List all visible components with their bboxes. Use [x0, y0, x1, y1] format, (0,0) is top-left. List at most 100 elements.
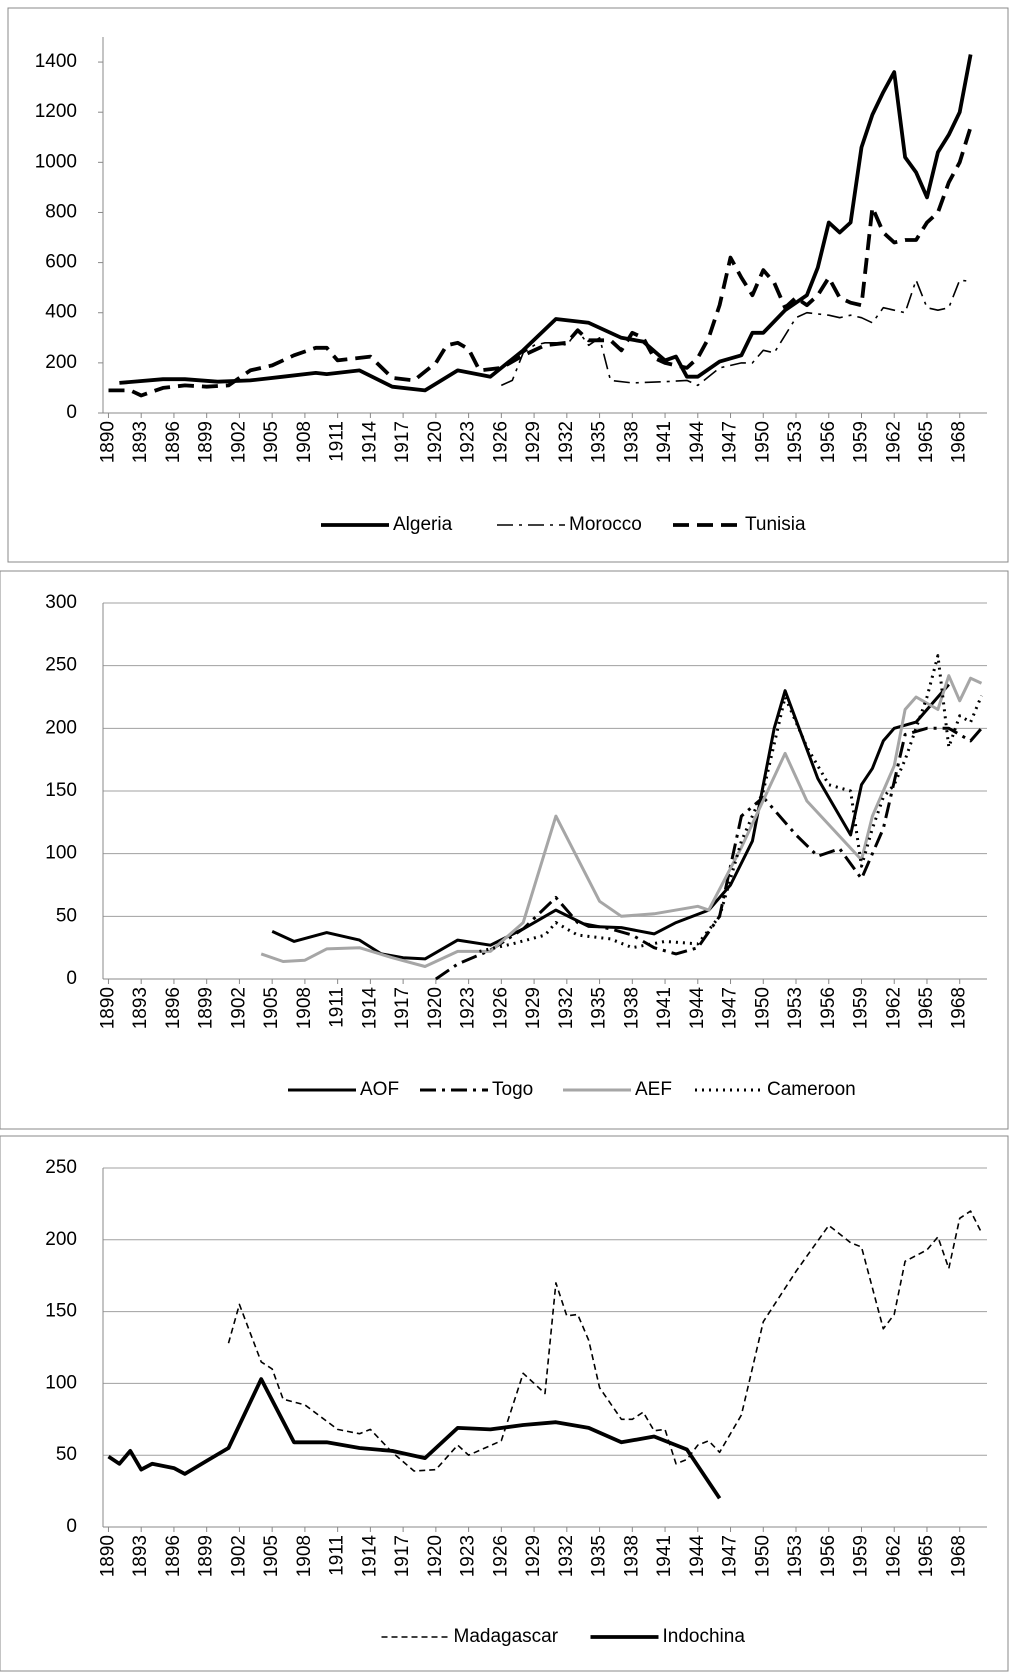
x-tick-label: 1911: [327, 1535, 348, 1576]
legend-label: Madagascar: [454, 1626, 559, 1647]
x-tick-label: 1965: [916, 987, 937, 1029]
x-tick-label: 1890: [97, 421, 118, 463]
x-tick-label: 1890: [97, 1535, 118, 1577]
x-tick-label: 1899: [196, 987, 217, 1029]
y-tick-label: 1400: [35, 51, 77, 72]
x-tick-label: 1908: [294, 1535, 315, 1577]
x-tick-label: 1920: [425, 1535, 446, 1577]
x-tick-label: 1968: [949, 1535, 970, 1577]
x-tick-label: 1947: [720, 421, 741, 463]
x-tick-label: 1938: [621, 987, 642, 1029]
x-tick-label: 1968: [949, 421, 970, 463]
x-tick-label: 1902: [228, 421, 249, 463]
x-tick-label: 1905: [261, 987, 282, 1029]
x-tick-label: 1896: [163, 987, 184, 1029]
series-line: [107, 1377, 722, 1500]
x-tick-label: 1962: [883, 1535, 904, 1577]
x-tick-label: 1908: [294, 421, 315, 463]
x-tick-label: 1896: [163, 1535, 184, 1577]
y-tick-label: 0: [66, 402, 77, 423]
x-tick-label: 1941: [654, 987, 675, 1029]
x-tick-label: 1965: [916, 421, 937, 463]
x-tick-label: 1950: [752, 987, 773, 1029]
y-tick-label: 50: [56, 905, 77, 926]
y-tick-label: 600: [45, 252, 77, 273]
legend-label: Algeria: [393, 514, 453, 535]
x-tick-label: 1947: [720, 1535, 741, 1577]
y-tick-label: 200: [45, 352, 77, 373]
x-tick-label: 1932: [556, 421, 577, 463]
x-tick-label: 1893: [130, 987, 151, 1029]
x-tick-label: 1950: [752, 421, 773, 463]
series-line: [119, 54, 973, 393]
x-tick-label: 1920: [425, 987, 446, 1029]
x-tick-label: 1917: [392, 1535, 413, 1577]
y-tick-label: 250: [45, 655, 77, 676]
legend-label: Togo: [492, 1079, 533, 1100]
x-tick-label: 1959: [851, 1535, 872, 1577]
x-tick-label: 1938: [621, 421, 642, 463]
x-tick-label: 1923: [458, 421, 479, 463]
legend-label: Indochina: [663, 1626, 746, 1647]
x-tick-label: 1929: [523, 987, 544, 1029]
x-tick-label: 1962: [883, 421, 904, 463]
x-tick-label: 1914: [359, 1535, 380, 1578]
x-tick-label: 1956: [818, 421, 839, 463]
series-line: [260, 674, 983, 968]
x-tick-label: 1911: [327, 421, 348, 462]
x-tick-label: 1890: [97, 987, 118, 1029]
y-tick-label: 800: [45, 201, 77, 222]
y-tick-label: 0: [66, 968, 77, 989]
x-tick-label: 1953: [785, 987, 806, 1029]
y-tick-label: 50: [56, 1444, 77, 1465]
x-tick-label: 1944: [687, 987, 708, 1030]
x-tick-label: 1920: [425, 421, 446, 463]
y-tick-label: 150: [45, 1301, 77, 1322]
x-tick-label: 1950: [752, 1535, 773, 1577]
legend-label: Morocco: [569, 514, 642, 535]
x-tick-label: 1899: [196, 1535, 217, 1577]
x-tick-label: 1905: [261, 1535, 282, 1577]
x-tick-label: 1935: [589, 421, 610, 463]
x-tick-label: 1953: [785, 421, 806, 463]
x-tick-label: 1938: [621, 1535, 642, 1577]
x-tick-label: 1908: [294, 987, 315, 1029]
x-tick-label: 1956: [818, 987, 839, 1029]
x-tick-label: 1959: [851, 987, 872, 1029]
y-tick-label: 200: [45, 717, 77, 738]
x-tick-label: 1905: [261, 421, 282, 463]
x-tick-label: 1962: [883, 987, 904, 1029]
x-tick-label: 1896: [163, 421, 184, 463]
x-tick-label: 1914: [359, 987, 380, 1030]
x-tick-label: 1947: [720, 987, 741, 1029]
x-tick-label: 1899: [196, 421, 217, 463]
x-tick-label: 1935: [589, 1535, 610, 1577]
legend-label: Tunisia: [745, 514, 806, 535]
y-tick-label: 250: [45, 1157, 77, 1178]
x-tick-label: 1968: [949, 987, 970, 1029]
series-line: [479, 654, 983, 953]
legend-label: AEF: [635, 1079, 672, 1100]
x-tick-label: 1965: [916, 1535, 937, 1577]
x-tick-label: 1929: [523, 1535, 544, 1577]
legend-label: AOF: [360, 1079, 399, 1100]
x-tick-label: 1893: [130, 1535, 151, 1577]
x-tick-label: 1956: [818, 1535, 839, 1577]
x-tick-label: 1944: [687, 421, 708, 464]
y-tick-label: 100: [45, 1372, 77, 1393]
series-line: [227, 1210, 983, 1472]
x-tick-label: 1893: [130, 421, 151, 463]
x-tick-label: 1929: [523, 421, 544, 463]
panel-border: [0, 570, 1009, 1130]
y-tick-label: 1200: [35, 101, 77, 122]
x-tick-label: 1926: [490, 421, 511, 463]
y-tick-label: 300: [45, 592, 77, 613]
x-tick-label: 1953: [785, 1535, 806, 1577]
x-tick-label: 1917: [392, 987, 413, 1029]
x-tick-label: 1932: [556, 1535, 577, 1577]
y-tick-label: 1000: [35, 151, 77, 172]
y-tick-label: 0: [66, 1516, 77, 1537]
series-line: [271, 683, 950, 961]
series-line: [108, 126, 973, 398]
